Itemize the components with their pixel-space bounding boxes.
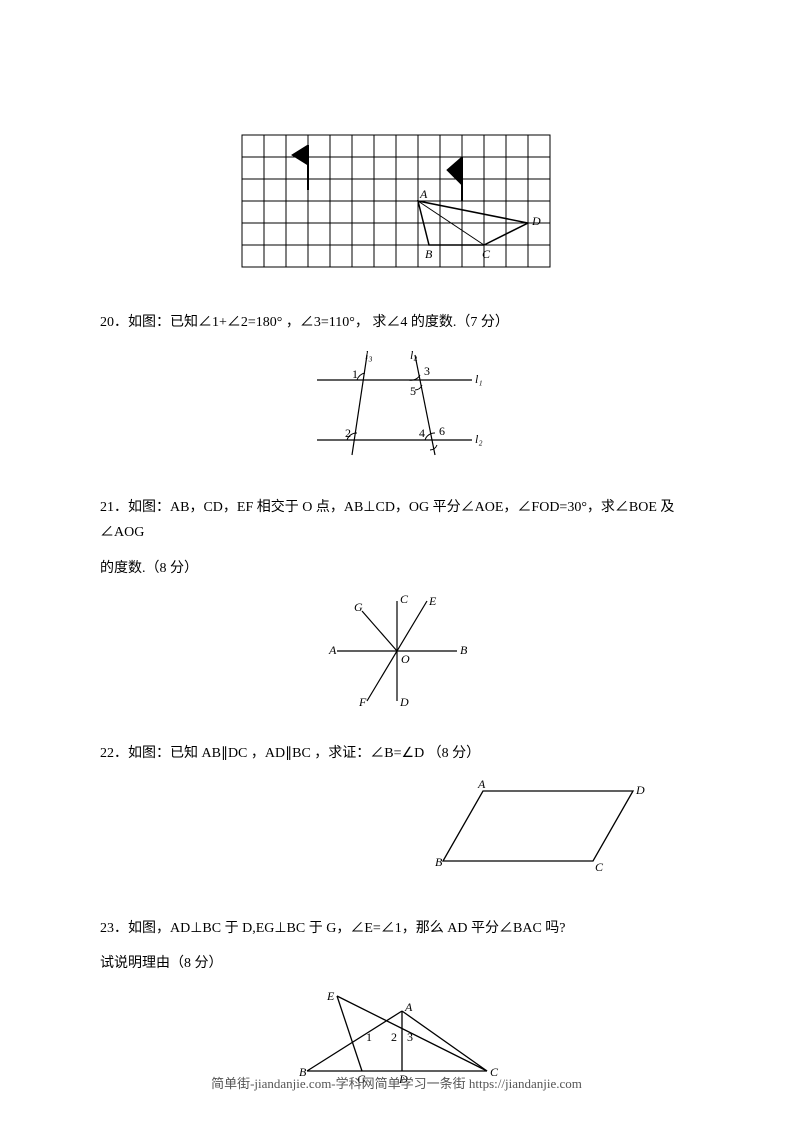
label-3: 3 bbox=[407, 1030, 413, 1044]
label-5: 5 bbox=[410, 384, 416, 398]
label-B: B bbox=[425, 247, 433, 261]
label-F: F bbox=[358, 695, 367, 709]
label-2: 2 bbox=[391, 1030, 397, 1044]
label-6: 6 bbox=[439, 424, 445, 438]
footer-text: 简单街-jiandanjie.com-学科网简单学习一条街 https://ji… bbox=[0, 1073, 793, 1092]
label-O: O bbox=[401, 652, 410, 666]
label-2: 2 bbox=[345, 426, 351, 440]
label-C: C bbox=[595, 860, 604, 874]
p22-text: 22．如图：已知 AB∥DC ，AD∥BC ，求证：∠B=∠D （8 分） bbox=[100, 741, 693, 766]
label-3: 3 bbox=[424, 364, 430, 378]
label-D: D bbox=[399, 695, 409, 709]
p20-svg: l₃ l₄ l₁ l₂ 1 3 5 2 4 6 bbox=[297, 345, 497, 465]
label-4: 4 bbox=[419, 426, 425, 440]
problem-22: 22．如图：已知 AB∥DC ，AD∥BC ，求证：∠B=∠D （8 分） A … bbox=[100, 741, 693, 876]
grid-figure: A B C D bbox=[100, 130, 693, 280]
grid-svg: A B C D bbox=[237, 130, 557, 280]
label-C: C bbox=[400, 592, 409, 606]
p22-svg: A D B C bbox=[423, 776, 653, 876]
label-D: D bbox=[531, 214, 541, 228]
label-A: A bbox=[477, 777, 486, 791]
p23-svg: E A B C G D 1 2 3 bbox=[287, 986, 507, 1086]
label-1: 1 bbox=[352, 367, 358, 381]
label-A: A bbox=[419, 187, 428, 201]
problem-23: 23．如图，AD⊥BC 于 D,EG⊥BC 于 G，∠E=∠1，那么 AD 平分… bbox=[100, 916, 693, 1086]
label-l3: l₃ bbox=[365, 348, 373, 362]
problem-21: 21．如图：AB，CD，EF 相交于 O 点，AB⊥CD，OG 平分∠AOE，∠… bbox=[100, 495, 693, 711]
label-A: A bbox=[328, 643, 337, 657]
label-D: D bbox=[635, 783, 645, 797]
label-C: C bbox=[482, 247, 491, 261]
p21-figure: A B C D E F G O bbox=[100, 591, 693, 711]
label-1: 1 bbox=[366, 1030, 372, 1044]
p22-figure: A D B C bbox=[100, 776, 693, 876]
problem-20: 20．如图：已知∠1+∠2=180° ，∠3=110°， 求∠4 的度数.（7 … bbox=[100, 310, 693, 465]
p23-figure: E A B C G D 1 2 3 bbox=[100, 986, 693, 1086]
p21-text1: 21．如图：AB，CD，EF 相交于 O 点，AB⊥CD，OG 平分∠AOE，∠… bbox=[100, 495, 693, 545]
label-E: E bbox=[326, 989, 335, 1003]
label-E: E bbox=[428, 594, 437, 608]
p20-figure: l₃ l₄ l₁ l₂ 1 3 5 2 4 6 bbox=[100, 345, 693, 465]
label-B: B bbox=[435, 855, 443, 869]
p23-text1: 23．如图，AD⊥BC 于 D,EG⊥BC 于 G，∠E=∠1，那么 AD 平分… bbox=[100, 916, 693, 941]
label-l1: l₁ bbox=[475, 372, 483, 386]
label-A: A bbox=[404, 1000, 413, 1014]
p23-text2: 试说明理由（8 分） bbox=[100, 951, 693, 976]
p21-svg: A B C D E F G O bbox=[307, 591, 487, 711]
p20-text: 20．如图：已知∠1+∠2=180° ，∠3=110°， 求∠4 的度数.（7 … bbox=[100, 310, 693, 335]
label-B: B bbox=[460, 643, 468, 657]
label-G: G bbox=[354, 600, 363, 614]
label-l2: l₂ bbox=[475, 432, 483, 446]
label-l4: l₄ bbox=[410, 348, 418, 362]
p21-text2: 的度数.（8 分） bbox=[100, 556, 693, 581]
